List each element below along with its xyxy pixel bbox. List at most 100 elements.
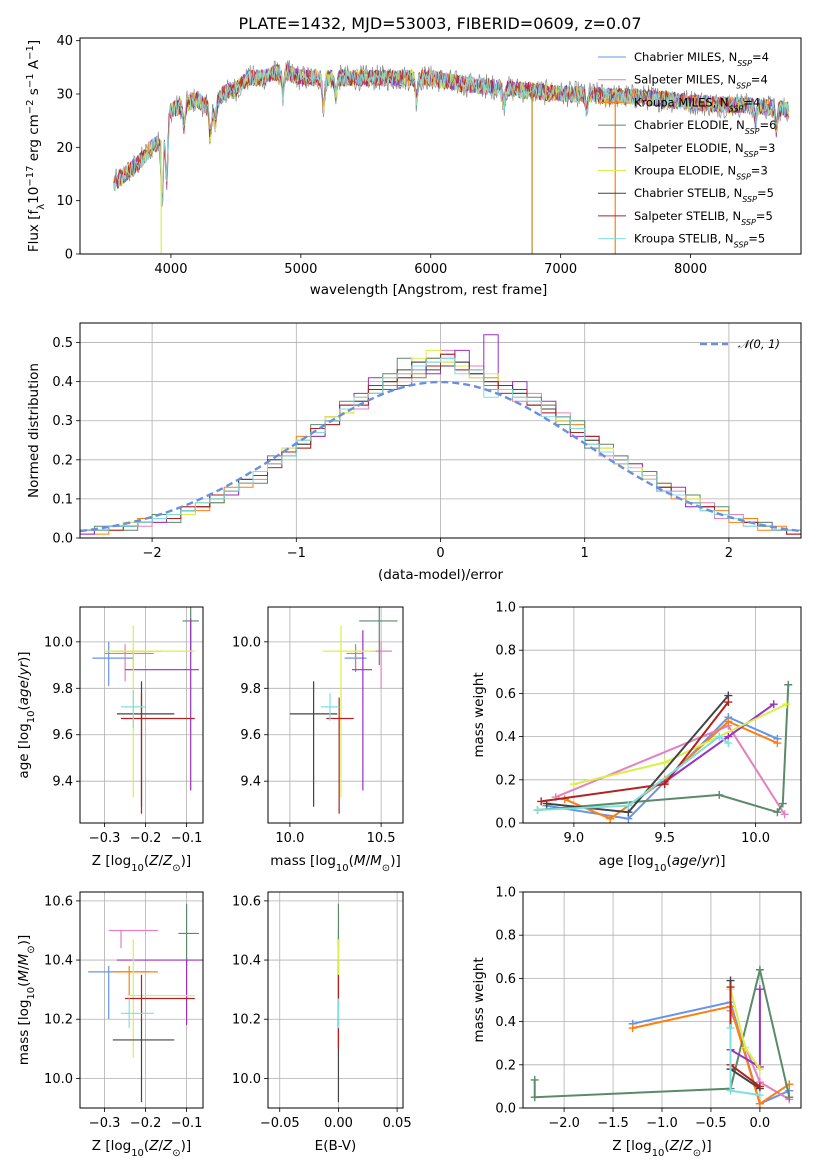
y-axis-label: age [log10(age/yr)] — [16, 651, 37, 778]
legend-entry: Kroupa STELIB, NSSP=5 — [634, 232, 765, 250]
y-tick-label: 0.2 — [495, 1058, 516, 1073]
plot-area — [88, 903, 203, 1103]
y-tick-label: 0.0 — [495, 817, 516, 832]
weight-marker — [778, 799, 787, 808]
y-tick-label: 0.3 — [52, 414, 73, 429]
x-tick-label: −1.5 — [597, 1116, 629, 1131]
x-tick-label: −0.5 — [695, 1116, 727, 1131]
legend-ssp-sub: SSP — [734, 240, 749, 249]
legend-sep: , N — [725, 209, 741, 223]
label-part: 10 — [652, 1148, 665, 1159]
legend-nssp: 4 — [762, 50, 769, 64]
weight-marker — [755, 985, 764, 994]
y-tick-label: 10.6 — [232, 894, 261, 909]
weight-marker — [773, 808, 782, 817]
x-tick-label: 7000 — [544, 262, 577, 277]
normal-curve — [80, 380, 801, 533]
legend-sep: , N — [729, 118, 745, 132]
y-tick-label: 0.6 — [495, 687, 516, 702]
label-part: −2 — [25, 99, 36, 114]
weight-marker — [755, 1091, 764, 1100]
plot-area — [80, 334, 801, 538]
y-tick-label: 10.2 — [44, 1013, 73, 1028]
legend-eq: = — [756, 209, 766, 223]
legend-ssp-sub: SSP — [737, 59, 752, 68]
label-part: erg cm — [26, 114, 42, 165]
y-axis-label: Flux [fλ10−17 erg cm−2 s−1 A−1] — [25, 40, 47, 252]
label-part: Z — [162, 853, 173, 869]
label-part: M — [16, 953, 32, 965]
legend-eq: = — [751, 164, 761, 178]
label-part: M — [370, 853, 382, 869]
label-part: 10 — [654, 863, 667, 874]
label-part: ⊙ — [693, 1148, 701, 1159]
x-tick-label: −0.3 — [89, 831, 121, 846]
legend-eq: = — [743, 95, 753, 109]
label-part: 10 — [26, 187, 42, 204]
legend-nssp: 5 — [758, 232, 765, 246]
axes-frame — [79, 891, 204, 1109]
label-part: Z — [148, 1138, 159, 1154]
y-tick-label: 30 — [56, 88, 73, 103]
legend-entry: Chabrier STELIB, NSSP=5 — [634, 186, 774, 204]
y-tick-label: 0.0 — [495, 1102, 516, 1117]
weight-marker — [726, 1086, 735, 1095]
legend-eq: = — [760, 118, 770, 132]
weight-marker — [715, 732, 724, 741]
legend-eq: = — [752, 50, 762, 64]
panel-mass_vs_Z: −0.3 −0.2 −0.110.010.210.410.6Z [log10(Z/Z… — [16, 891, 204, 1159]
x-axis-label: Z [log10(Z/Z⊙)] — [92, 1138, 191, 1159]
legend-model-name: Chabrier STELIB — [634, 186, 726, 200]
label-part: / — [16, 675, 32, 680]
y-tick-label: 9.6 — [52, 728, 73, 743]
label-part: )] — [181, 853, 192, 869]
axes-frame — [79, 322, 802, 539]
x-axis-label: E(B-V) — [315, 1138, 357, 1154]
label-part: Z — [683, 1138, 694, 1154]
label-part: yr — [700, 853, 716, 869]
weight-marker — [755, 965, 764, 974]
figure-title: PLATE=1432, MJD=53003, FIBERID=0609, z=0… — [238, 14, 641, 33]
axes-frame — [522, 891, 802, 1109]
y-tick-label: 9.4 — [52, 775, 73, 790]
y-tick-label: 10 — [56, 194, 73, 209]
label-part: / — [697, 853, 702, 869]
y-tick-label: 40 — [56, 34, 73, 49]
y-tick-label: 10.2 — [232, 1013, 261, 1028]
label-part: ( — [666, 853, 671, 869]
weight-marker — [784, 680, 793, 689]
label-part: ( — [16, 982, 32, 987]
label-part: )] — [701, 1138, 712, 1154]
label-part: M — [16, 970, 32, 982]
x-tick-label: 0.05 — [383, 1116, 412, 1131]
legend-model-name: Kroupa MILES — [634, 95, 713, 109]
x-tick-label: −0.3 — [89, 1116, 121, 1131]
y-tick-label: 0.4 — [52, 375, 73, 390]
x-tick-label: −0.05 — [260, 1116, 300, 1131]
label-part: s — [26, 88, 42, 99]
weight-marker — [773, 739, 782, 748]
y-tick-label: 0.8 — [495, 929, 516, 944]
x-tick-label: −1.0 — [646, 1116, 678, 1131]
label-part: )] — [16, 651, 32, 662]
weight-marker — [530, 1093, 539, 1102]
plot-area — [533, 680, 793, 823]
label-part: age [log — [16, 723, 32, 778]
weight-marker — [724, 739, 733, 748]
x-tick-label: −1 — [287, 546, 306, 561]
legend-ssp-sub: SSP — [745, 127, 760, 136]
label-part: age — [672, 853, 697, 869]
x-tick-label: 6000 — [414, 262, 447, 277]
x-tick-label: 10.5 — [367, 831, 396, 846]
y-tick-label: 0 — [65, 248, 73, 263]
panel-spectrum: 4000 5000 6000 7000 8000 0 10 20 30 40 wavelength … — [25, 34, 802, 298]
label-part: Z [log — [92, 1138, 131, 1154]
legend-ssp-sub: SSP — [729, 104, 744, 113]
y-axis-label: mass weight — [471, 957, 487, 1042]
x-tick-label: 2 — [725, 546, 733, 561]
weight-marker — [769, 700, 778, 709]
x-tick-label: −0.1 — [171, 831, 203, 846]
legend-entry: 𝒩(0, 1) — [738, 337, 780, 351]
label-part: / — [158, 853, 163, 869]
